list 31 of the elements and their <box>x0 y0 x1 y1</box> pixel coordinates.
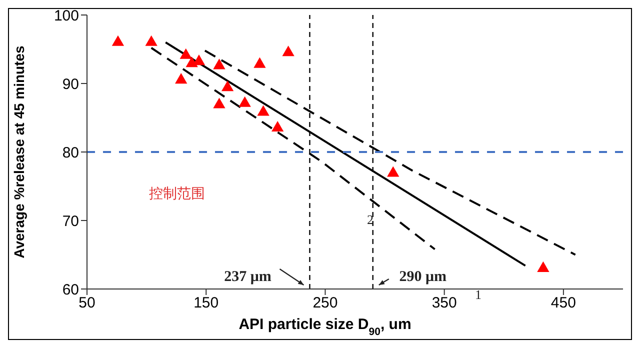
point <box>282 46 294 56</box>
point <box>272 121 284 132</box>
y-axis-title: Average %release at 45 minutes <box>10 45 27 258</box>
point <box>238 96 251 107</box>
ref-line-label: 290 μm <box>399 269 447 285</box>
y-tick-label: 60 <box>62 281 79 298</box>
point <box>180 48 192 59</box>
annotation: 控制范围 <box>149 185 205 203</box>
point <box>257 105 270 116</box>
point <box>112 35 124 46</box>
x-tick-label: 50 <box>78 294 96 312</box>
point <box>221 80 234 92</box>
point <box>387 166 400 177</box>
x-axis-title: API particle size D$_{90}$, um <box>238 316 412 338</box>
x-tick-label: 250 <box>312 294 338 312</box>
ref-line-label: 237 μm <box>224 269 272 285</box>
y-tick-label: 90 <box>62 76 79 93</box>
point <box>213 98 226 108</box>
annotation: 1 <box>475 287 482 303</box>
point <box>254 57 266 68</box>
point <box>213 58 226 70</box>
y-tick-label: 100 <box>54 7 79 24</box>
y-tick-label: 70 <box>62 212 79 230</box>
point <box>175 73 188 84</box>
y-tick-label: 80 <box>62 144 79 162</box>
x-tick-label: 150 <box>194 294 219 312</box>
x-tick-label: 350 <box>432 294 457 312</box>
point <box>145 35 158 46</box>
annotation: 2 <box>367 212 374 228</box>
x-tick-label: 450 <box>550 294 576 312</box>
point <box>537 261 550 272</box>
